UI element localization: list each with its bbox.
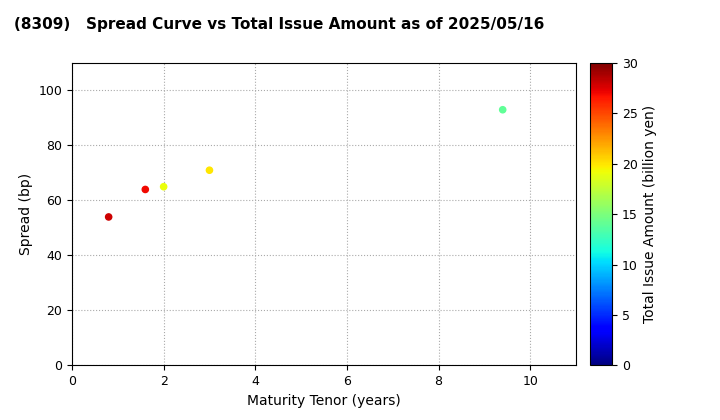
Point bbox=[497, 106, 508, 113]
Point bbox=[158, 184, 169, 190]
Point bbox=[204, 167, 215, 173]
X-axis label: Maturity Tenor (years): Maturity Tenor (years) bbox=[247, 394, 401, 408]
Y-axis label: Total Issue Amount (billion yen): Total Issue Amount (billion yen) bbox=[643, 105, 657, 323]
Point bbox=[103, 214, 114, 220]
Y-axis label: Spread (bp): Spread (bp) bbox=[19, 173, 33, 255]
Text: (8309)   Spread Curve vs Total Issue Amount as of 2025/05/16: (8309) Spread Curve vs Total Issue Amoun… bbox=[14, 17, 545, 32]
Point bbox=[140, 186, 151, 193]
